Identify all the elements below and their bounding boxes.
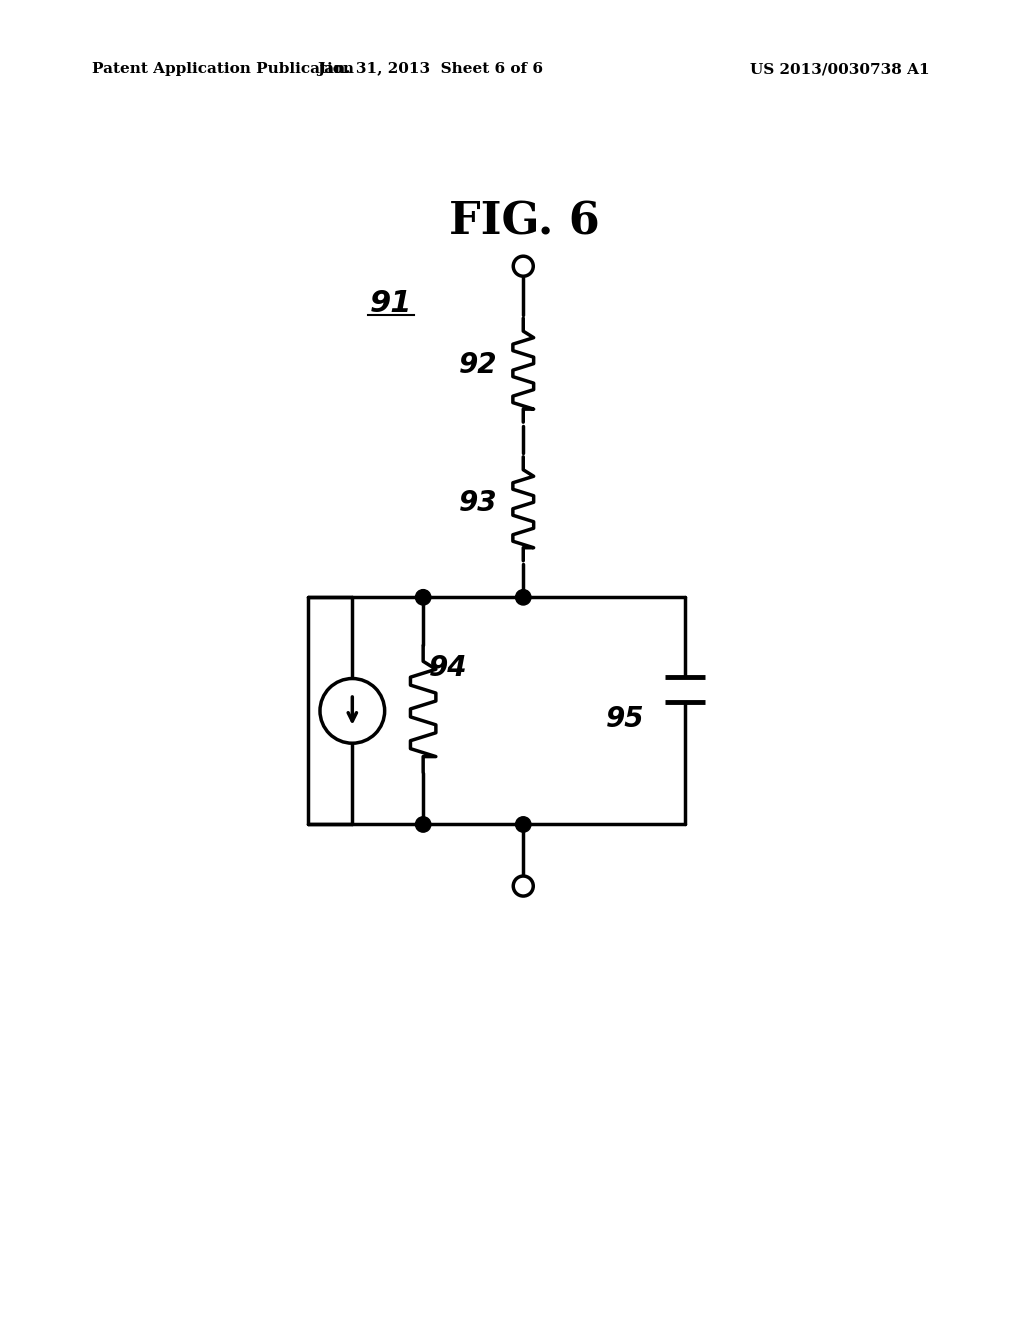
- Circle shape: [515, 590, 531, 605]
- Text: 95: 95: [605, 705, 644, 733]
- Text: 92: 92: [460, 351, 498, 379]
- Text: US 2013/0030738 A1: US 2013/0030738 A1: [750, 62, 930, 77]
- Circle shape: [416, 590, 431, 605]
- Circle shape: [513, 876, 534, 896]
- Text: Jan. 31, 2013  Sheet 6 of 6: Jan. 31, 2013 Sheet 6 of 6: [317, 62, 543, 77]
- Circle shape: [515, 817, 531, 832]
- Text: Patent Application Publication: Patent Application Publication: [92, 62, 354, 77]
- Circle shape: [416, 817, 431, 832]
- Text: 91: 91: [370, 289, 412, 318]
- Circle shape: [513, 256, 534, 276]
- Text: 94: 94: [429, 655, 467, 682]
- Circle shape: [319, 678, 385, 743]
- Text: FIG. 6: FIG. 6: [450, 201, 600, 243]
- Text: 93: 93: [460, 490, 498, 517]
